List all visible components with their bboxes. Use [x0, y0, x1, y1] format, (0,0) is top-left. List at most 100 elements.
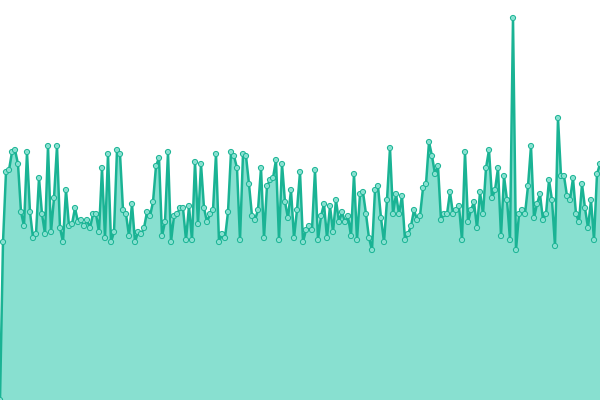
point	[233, 164, 241, 172]
point	[512, 246, 520, 254]
point	[350, 170, 358, 178]
point	[524, 182, 532, 190]
point	[281, 198, 289, 206]
point	[584, 224, 592, 232]
point	[476, 188, 484, 196]
point	[275, 236, 283, 244]
point	[41, 230, 49, 238]
point	[533, 200, 541, 208]
point	[152, 162, 160, 170]
point	[116, 150, 124, 158]
point	[173, 210, 181, 218]
point	[50, 194, 58, 202]
point	[422, 180, 430, 188]
point	[251, 216, 259, 224]
point	[35, 174, 43, 182]
point	[536, 190, 544, 198]
point	[434, 162, 442, 170]
point	[59, 238, 67, 246]
point	[0, 238, 7, 246]
point	[62, 186, 70, 194]
point	[272, 156, 280, 164]
point	[224, 208, 232, 216]
point	[218, 230, 226, 238]
point	[389, 210, 397, 218]
point	[158, 232, 166, 240]
point	[284, 214, 292, 222]
point	[149, 198, 157, 206]
point	[470, 198, 478, 206]
point	[242, 152, 250, 160]
point	[338, 208, 346, 216]
point	[572, 210, 580, 218]
point	[380, 238, 388, 246]
point	[374, 182, 382, 190]
point	[299, 238, 307, 246]
point	[545, 176, 553, 184]
point	[143, 208, 151, 216]
point	[347, 232, 355, 240]
point	[362, 210, 370, 218]
point	[413, 216, 421, 224]
point	[167, 238, 175, 246]
point	[401, 236, 409, 244]
point	[371, 186, 379, 194]
point	[320, 200, 328, 208]
point	[164, 148, 172, 156]
point	[542, 210, 550, 218]
point	[473, 224, 481, 232]
point	[500, 172, 508, 180]
point	[416, 212, 424, 220]
point	[257, 164, 265, 172]
area-fill	[0, 18, 600, 400]
point	[365, 234, 373, 242]
point	[488, 194, 496, 202]
point	[254, 206, 262, 214]
point	[410, 206, 418, 214]
point	[464, 218, 472, 226]
point	[479, 210, 487, 218]
point	[5, 166, 13, 174]
point	[383, 196, 391, 204]
point	[23, 148, 31, 156]
point	[53, 142, 61, 150]
point	[527, 142, 535, 150]
point	[11, 146, 19, 154]
point	[428, 152, 436, 160]
point	[482, 164, 490, 172]
point	[377, 214, 385, 222]
point	[521, 210, 529, 218]
point	[452, 206, 460, 214]
point	[530, 214, 538, 222]
point	[104, 150, 112, 158]
point	[44, 142, 52, 150]
point	[125, 232, 133, 240]
point	[269, 174, 277, 182]
point	[425, 138, 433, 146]
point	[101, 234, 109, 242]
point	[206, 210, 214, 218]
point	[593, 170, 600, 178]
point	[491, 186, 499, 194]
point	[245, 180, 253, 188]
point	[77, 216, 85, 224]
point	[236, 236, 244, 244]
point	[197, 160, 205, 168]
point	[554, 114, 562, 122]
point	[209, 206, 217, 214]
point	[575, 218, 583, 226]
point	[395, 210, 403, 218]
point	[404, 230, 412, 238]
point	[539, 216, 547, 224]
point	[509, 14, 517, 22]
point	[107, 238, 115, 246]
point	[308, 226, 316, 234]
point	[314, 236, 322, 244]
point	[92, 210, 100, 218]
point	[182, 236, 190, 244]
point	[518, 206, 526, 214]
point	[443, 210, 451, 218]
point	[194, 220, 202, 228]
point	[407, 222, 415, 230]
point	[467, 206, 475, 214]
